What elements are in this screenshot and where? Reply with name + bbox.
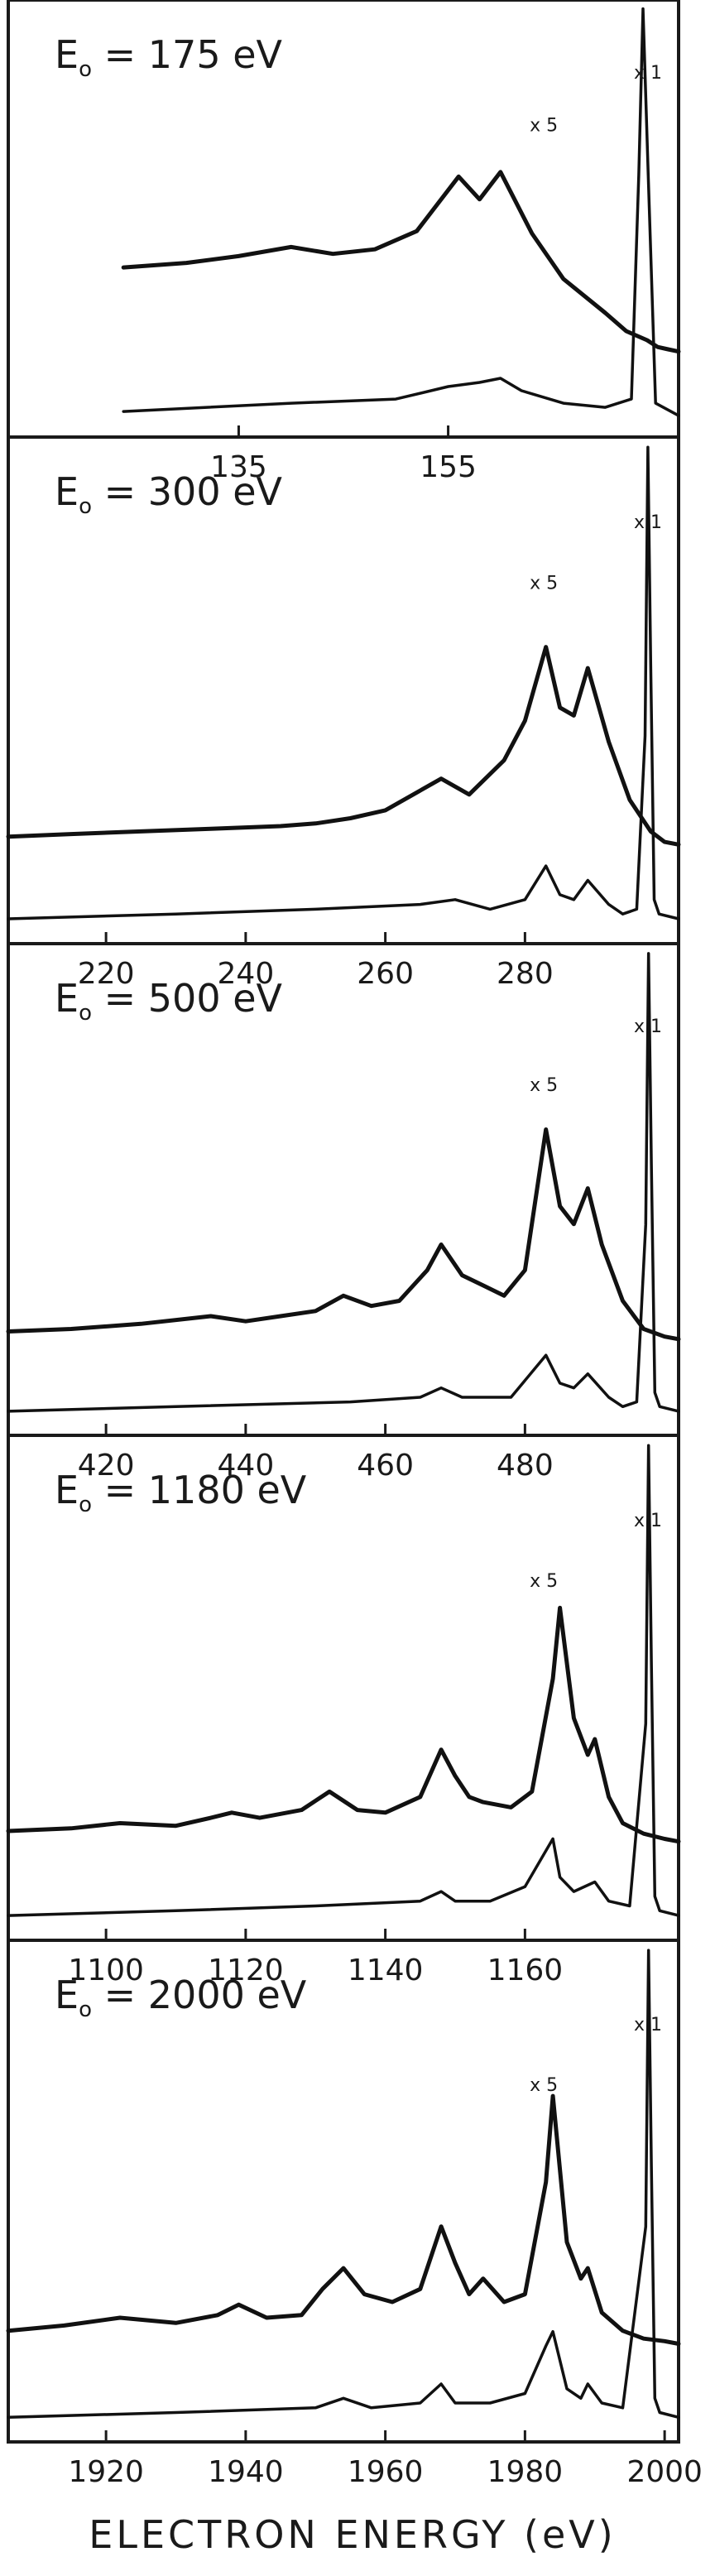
annotation-x1: x 1 (634, 1016, 662, 1037)
x-tick-label: 1980 (487, 2455, 564, 2489)
spectrum-curve-x1 (7, 1949, 680, 2420)
spectrum-curve-x1 (7, 445, 680, 920)
spectrum-curve-x1 (122, 7, 680, 417)
x-tick-label: 1160 (487, 1954, 564, 1987)
spectrum-curve-x5 (6, 2093, 681, 2346)
x-tick-label: 1140 (348, 1954, 424, 1987)
spectrum-curve-x5 (121, 170, 681, 354)
annotation-x1: x 1 (634, 63, 662, 84)
x-tick-label: 460 (357, 1449, 414, 1483)
x-tick-label: 1960 (348, 2455, 424, 2489)
x-tick-label: 155 (420, 450, 477, 484)
x-tick-label: 1120 (208, 1954, 284, 1987)
panel-title: Eo = 2000 eV (55, 1973, 307, 2022)
annotation-x5: x 5 (530, 1075, 558, 1096)
x-axis-title-text: ELECTRON ENERGY (eV) (89, 2512, 616, 2557)
x-tick-label: 480 (497, 1449, 554, 1483)
spectrum-curve-x5 (6, 1127, 681, 1342)
x-tick-label: 280 (497, 957, 554, 991)
spectrum-panel: 220 240 260 280 Eo = 300 eV x 5 x 1 (6, 435, 681, 991)
x-tick-label: 220 (78, 957, 135, 991)
annotation-x5: x 5 (530, 2075, 558, 2096)
annotation-x5: x 5 (530, 1571, 558, 1592)
spectrum-panel: 420 440 460 480 Eo = 500 eV x 5 x 1 (6, 942, 681, 1483)
x-tick-label: 240 (218, 957, 275, 991)
annotation-x1: x 1 (634, 512, 662, 533)
x-tick-label: 420 (78, 1449, 135, 1483)
x-tick-label: 1100 (68, 1954, 144, 1987)
panel-title: Eo = 300 eV (55, 469, 283, 519)
x-tick-label: 440 (218, 1449, 275, 1483)
annotation-x5: x 5 (530, 115, 558, 136)
spectrum-curve-x5 (6, 1605, 681, 1844)
panel-title: Eo = 175 eV (55, 32, 283, 82)
annotation-x1: x 1 (634, 2015, 662, 2035)
spectrum-panel: 135 155 Eo = 175 eV x 5 x 1 (7, 0, 681, 484)
x-tick-label: 260 (357, 957, 414, 991)
x-tick-label: 1940 (208, 2455, 284, 2489)
x-tick-label: 2000 (626, 2455, 703, 2489)
panel-frame (7, 1939, 680, 2444)
x-tick-label: 135 (210, 450, 267, 484)
spectrum-curve-x1 (7, 1444, 680, 1917)
spectrum-curve-x1 (7, 952, 680, 1413)
spectrum-curve-x5 (6, 645, 681, 847)
x-axis-title: ELECTRON ENERGY (eV) (89, 2512, 616, 2557)
annotation-x1: x 1 (634, 1511, 662, 1531)
annotation-x5: x 5 (530, 574, 558, 594)
spectrum-panel: 1920 1940 1960 1980 2000 Eo = 2000 eV x 5 x 1 (6, 1939, 703, 2489)
panel-title: Eo = 500 eV (55, 976, 283, 1026)
panel-title: Eo = 1180 eV (55, 1468, 307, 1517)
spectrum-panel: 1100 1120 1140 1160 Eo = 1180 eV x 5 x 1 (6, 1434, 681, 1987)
x-tick-label: 1920 (68, 2455, 144, 2489)
